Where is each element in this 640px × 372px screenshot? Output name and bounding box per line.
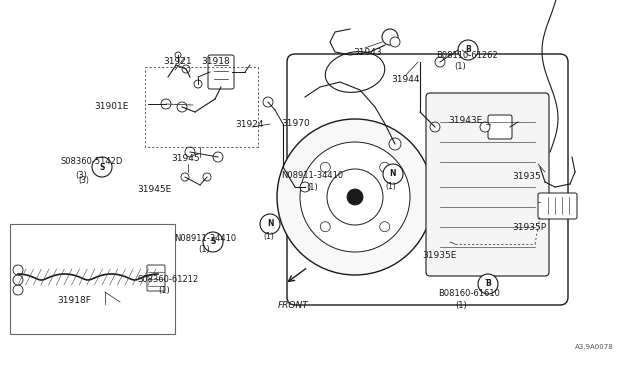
Text: S: S: [99, 163, 105, 171]
Text: A3.9A0078: A3.9A0078: [575, 344, 614, 350]
Text: (1): (1): [198, 246, 210, 254]
FancyBboxPatch shape: [426, 93, 549, 276]
Circle shape: [430, 122, 440, 132]
Circle shape: [263, 97, 273, 107]
Circle shape: [327, 169, 383, 225]
Circle shape: [380, 162, 390, 172]
Bar: [10, 224, 175, 334]
Text: 31924: 31924: [236, 120, 264, 129]
FancyBboxPatch shape: [147, 265, 165, 291]
Circle shape: [320, 162, 330, 172]
Text: FRONT: FRONT: [278, 301, 308, 310]
FancyBboxPatch shape: [287, 54, 568, 305]
Circle shape: [203, 173, 211, 181]
Circle shape: [185, 147, 195, 157]
FancyBboxPatch shape: [538, 193, 577, 219]
Circle shape: [203, 232, 223, 252]
Text: 31935: 31935: [512, 172, 541, 181]
Text: (1): (1): [158, 286, 170, 295]
Circle shape: [194, 80, 202, 88]
Text: S08360-5142D: S08360-5142D: [61, 157, 123, 166]
Circle shape: [300, 142, 410, 252]
Text: (1): (1): [306, 183, 317, 192]
Text: (1): (1): [454, 62, 466, 71]
Circle shape: [177, 102, 187, 112]
Circle shape: [380, 222, 390, 232]
Text: N08911-34410: N08911-34410: [174, 234, 236, 243]
Text: 31921: 31921: [163, 57, 192, 66]
Text: 31970: 31970: [282, 119, 310, 128]
FancyBboxPatch shape: [208, 55, 234, 89]
Text: 31944: 31944: [392, 76, 420, 84]
Circle shape: [458, 40, 478, 60]
Text: 31935P: 31935P: [512, 223, 546, 232]
Text: S: S: [211, 237, 216, 247]
Text: (3): (3): [78, 176, 89, 185]
Text: (3): (3): [76, 171, 88, 180]
Text: N: N: [390, 170, 396, 179]
Circle shape: [161, 99, 171, 109]
Text: 31901E: 31901E: [95, 102, 129, 110]
Circle shape: [300, 182, 310, 192]
Circle shape: [213, 152, 223, 162]
Circle shape: [382, 29, 398, 45]
FancyBboxPatch shape: [488, 115, 512, 139]
Circle shape: [181, 173, 189, 181]
Text: N: N: [267, 219, 273, 228]
Text: 31945: 31945: [172, 154, 200, 163]
Circle shape: [383, 164, 403, 184]
Circle shape: [92, 157, 112, 177]
Text: 31945E: 31945E: [138, 185, 172, 194]
Text: 31943E: 31943E: [448, 116, 483, 125]
Circle shape: [260, 214, 280, 234]
Text: 31918: 31918: [202, 57, 230, 66]
Text: B08160-61610: B08160-61610: [438, 289, 500, 298]
Text: 31943: 31943: [353, 48, 382, 57]
Text: B08110-61262: B08110-61262: [436, 51, 498, 60]
Text: (1): (1): [263, 231, 274, 241]
Text: (1): (1): [456, 301, 467, 310]
Circle shape: [389, 138, 401, 150]
Text: B: B: [485, 279, 491, 289]
Circle shape: [175, 52, 181, 58]
Circle shape: [320, 222, 330, 232]
Circle shape: [182, 65, 190, 73]
Circle shape: [277, 119, 433, 275]
Circle shape: [480, 122, 490, 132]
Text: (1): (1): [385, 182, 396, 190]
Circle shape: [478, 274, 498, 294]
Circle shape: [13, 275, 23, 285]
Circle shape: [13, 285, 23, 295]
Text: N08911-34410: N08911-34410: [282, 171, 344, 180]
Circle shape: [13, 265, 23, 275]
Circle shape: [390, 37, 400, 47]
Circle shape: [435, 57, 445, 67]
Text: B: B: [465, 45, 471, 55]
Text: 31935E: 31935E: [422, 251, 457, 260]
Text: 31918F: 31918F: [58, 296, 92, 305]
Text: S08360-61212: S08360-61212: [138, 275, 199, 283]
Circle shape: [347, 189, 363, 205]
